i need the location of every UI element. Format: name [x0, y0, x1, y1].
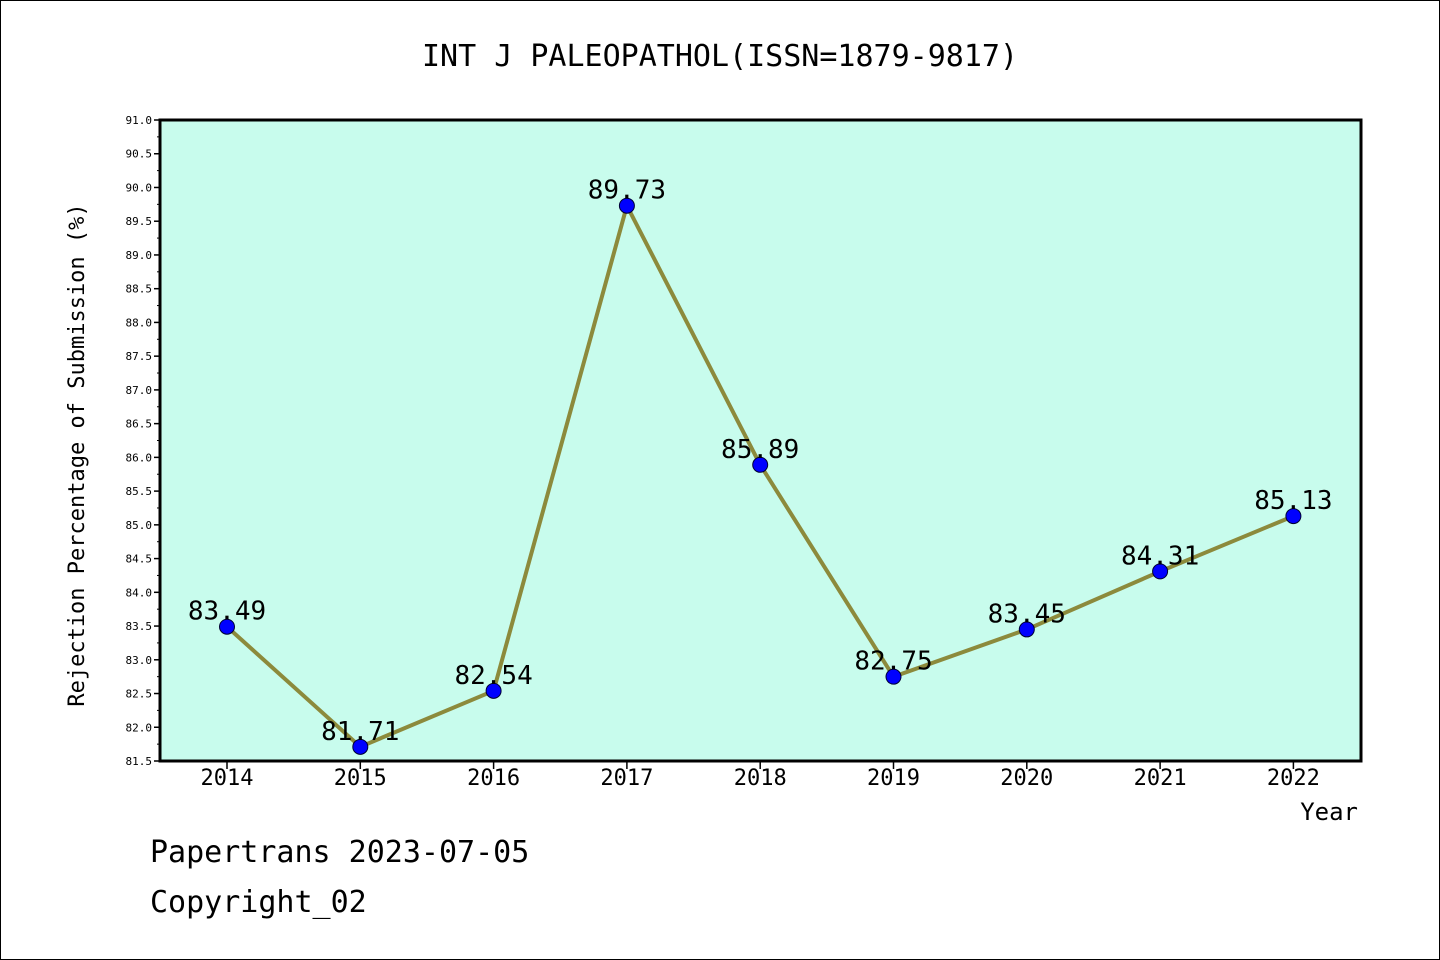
y-axis-label: Rejection Percentage of Submission (%): [65, 203, 90, 706]
data-label-2021: 84.31: [1121, 541, 1199, 571]
y-tick-label: 87.5: [126, 350, 153, 363]
y-tick-label: 82.0: [126, 721, 153, 734]
data-point-2020: [1018, 621, 1035, 638]
data-point-2018: [752, 456, 769, 473]
x-tick-label: 2015: [334, 766, 387, 791]
data-point-2019: [885, 668, 902, 685]
y-tick-label: 84.5: [126, 553, 153, 566]
y-tick-label: 90.0: [126, 181, 153, 194]
data-label-2022: 85.13: [1254, 486, 1332, 516]
x-tick-label: 2019: [867, 766, 920, 791]
data-point-2015: [352, 738, 369, 755]
data-point-2022: [1285, 508, 1302, 525]
x-axis-label: Year: [1300, 798, 1358, 826]
x-tick-label: 2022: [1267, 766, 1320, 791]
y-tick-label: 81.5: [126, 755, 153, 768]
footer-copyright: Copyright_02: [150, 885, 367, 920]
x-tick-label: 2016: [467, 766, 520, 791]
y-tick-label: 89.0: [126, 249, 153, 262]
data-point-2021: [1152, 563, 1169, 580]
data-label-2018: 85.89: [721, 435, 799, 465]
data-labels: 83.49 81.71 82.54 89.73 85.89 82.75 83.45 84.31…: [188, 176, 1333, 747]
y-tick-label: 91.0: [126, 114, 153, 127]
x-tick-label: 2021: [1134, 766, 1187, 791]
data-point-2016: [485, 682, 502, 699]
y-tick-label: 88.0: [126, 316, 153, 329]
y-axis: 81.5 82.0 82.5 83.0 83.5 84.0 84.5 85.0 85.5 86.0…: [126, 114, 160, 768]
x-tick-label: 2014: [201, 766, 254, 791]
y-tick-label: 89.5: [126, 215, 153, 228]
data-label-2017: 89.73: [588, 176, 666, 206]
chart-title: INT J PALEOPATHOL(ISSN=1879-9817): [422, 39, 1018, 74]
y-tick-label: 90.5: [126, 148, 153, 161]
y-tick-label: 85.5: [126, 485, 153, 498]
x-tick-label: 2020: [1000, 766, 1053, 791]
data-point-2017: [618, 197, 635, 214]
series-rejection: [219, 197, 1302, 755]
y-tick-label: 82.5: [126, 688, 153, 701]
y-tick-label: 87.0: [126, 384, 153, 397]
data-label-2014: 83.49: [188, 597, 266, 627]
footer-date-line: Papertrans 2023-07-05: [150, 835, 530, 870]
data-point-2014: [219, 618, 235, 635]
y-tick-label: 85.0: [126, 519, 153, 532]
y-tick-label: 86.0: [126, 451, 153, 464]
plot-area: [158, 118, 1363, 763]
x-tick-label: 2018: [734, 766, 787, 791]
y-tick-label: 83.0: [126, 654, 153, 667]
y-tick-label: 84.0: [126, 586, 153, 599]
y-tick-label: 86.5: [126, 418, 153, 431]
data-label-2019: 82.75: [854, 647, 932, 677]
x-axis: 2014 2015 2016 2017 2018 2019 2020 2021 2022: [201, 761, 1320, 791]
data-label-2015: 81.71: [321, 717, 399, 747]
data-label-2020: 83.45: [988, 599, 1066, 629]
data-label-2016: 82.54: [454, 661, 532, 691]
y-tick-label: 88.5: [126, 283, 153, 296]
y-tick-label: 83.5: [126, 620, 153, 633]
x-tick-label: 2017: [600, 766, 653, 791]
